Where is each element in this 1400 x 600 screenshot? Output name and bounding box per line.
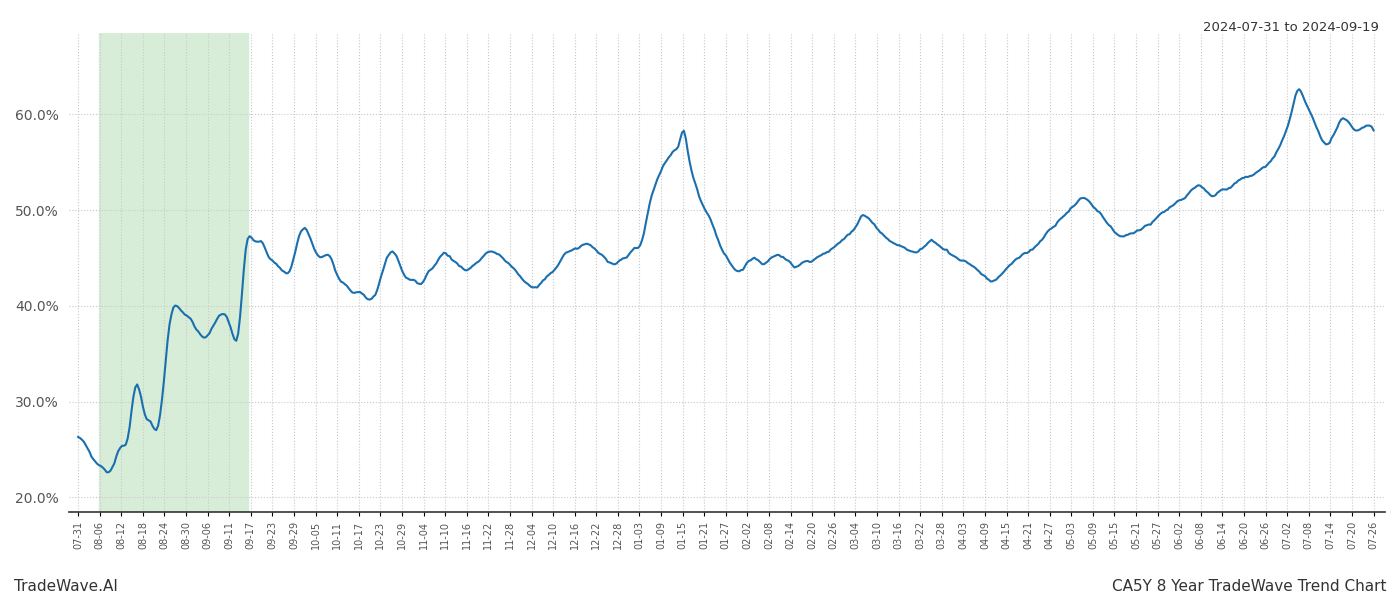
Text: TradeWave.AI: TradeWave.AI <box>14 579 118 594</box>
Text: CA5Y 8 Year TradeWave Trend Chart: CA5Y 8 Year TradeWave Trend Chart <box>1112 579 1386 594</box>
Text: 2024-07-31 to 2024-09-19: 2024-07-31 to 2024-09-19 <box>1203 21 1379 34</box>
Bar <box>99 33 248 512</box>
